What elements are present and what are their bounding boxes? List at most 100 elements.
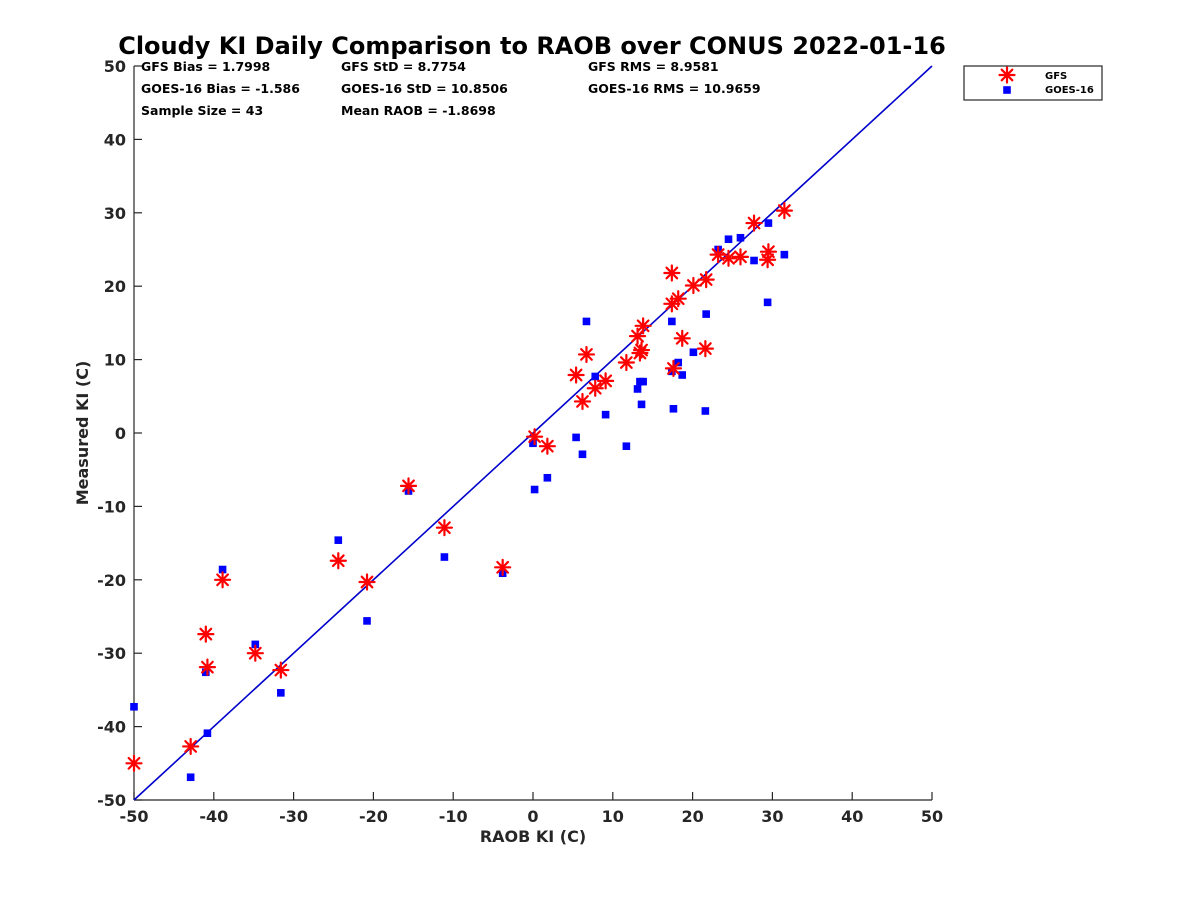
gfs-point [198, 658, 217, 676]
goes16-point [529, 439, 537, 448]
statistics-block: GFS Bias = 1.7998 GFS StD = 8.7754 GFS R… [141, 59, 761, 118]
goes16-point [591, 372, 600, 381]
y-tick-label: -20 [97, 571, 126, 590]
gfs-point [775, 201, 793, 220]
stat-gfs-bias: GFS Bias = 1.7998 [141, 59, 270, 74]
x-tick-label: -30 [279, 807, 308, 826]
x-tick-label: 40 [841, 807, 863, 826]
y-tick-label: 50 [104, 57, 126, 76]
gfs-point [617, 353, 635, 372]
gfs-point [329, 552, 347, 570]
goes16-point [363, 617, 371, 625]
gfs-point [435, 519, 454, 537]
legend-gfs-marker [998, 66, 1016, 84]
x-tick-label: -20 [359, 807, 388, 826]
stat-goes-std: GOES-16 StD = 10.8506 [341, 81, 508, 96]
gfs-point [684, 276, 702, 295]
gfs-point [634, 317, 652, 335]
legend: GFS GOES-16 [963, 65, 1103, 101]
gfs-point [494, 558, 512, 576]
gfs-point [719, 249, 738, 267]
legend-gfs-asterisk [998, 66, 1016, 84]
y-tick-label: -30 [97, 644, 126, 663]
gfs-point [197, 625, 215, 643]
stat-mean-raob: Mean RAOB = -1.8698 [341, 103, 496, 118]
gfs-point [182, 737, 200, 756]
legend-goes16-marker [1003, 86, 1011, 94]
goes16-point [543, 473, 552, 482]
stat-goes-bias: GOES-16 Bias = -1.586 [141, 81, 300, 96]
goes16-point [736, 233, 745, 242]
y-tick-label: 40 [104, 130, 126, 149]
y-tick-label: -10 [97, 497, 126, 516]
gfs-point [759, 243, 778, 261]
goes16-point [764, 219, 773, 227]
goes16-point [186, 773, 195, 782]
goes16-point [702, 310, 710, 318]
x-axis-ticks: -50 -40 -30 -20 -10 0 10 20 30 40 50 [120, 792, 943, 826]
goes16-point [701, 407, 710, 415]
goes16-point [668, 317, 676, 326]
gfs-point [125, 754, 143, 772]
gfs-point [669, 290, 687, 308]
x-axis-label: RAOB KI (C) [480, 827, 586, 846]
gfs-point [577, 345, 596, 364]
gfs-point [673, 329, 691, 347]
legend-gfs-label: GFS [1045, 71, 1067, 82]
y-tick-label: 30 [104, 204, 126, 223]
goes16-point [251, 640, 260, 649]
y-axis-ticks: 50 40 30 20 10 0 -10 -20 -30 -40 -50 [97, 57, 142, 810]
y-tick-label: 10 [104, 351, 126, 370]
x-tick-label: -40 [199, 807, 228, 826]
goes16-point [203, 729, 212, 738]
x-tick-label: -50 [120, 807, 149, 826]
gfs-point [567, 366, 585, 384]
gfs-point [525, 428, 544, 446]
legend-box [963, 65, 1103, 101]
goes16-point [578, 450, 587, 459]
stat-gfs-std: GFS StD = 8.7754 [341, 59, 466, 74]
gfs-point [696, 339, 714, 358]
goes16-point [669, 404, 678, 413]
gfs-point [697, 270, 715, 289]
goes16-point [572, 433, 580, 442]
goes16-point [218, 565, 227, 574]
gfs-point [358, 573, 376, 591]
goes16-point [622, 442, 631, 451]
gfs-point [272, 661, 290, 679]
gfs-point [213, 571, 232, 589]
goes16-point [334, 536, 343, 544]
goes16-point [130, 702, 138, 711]
goes16-point [582, 317, 591, 326]
legend-goes16-square [1003, 86, 1011, 94]
chart-title: Cloudy KI Daily Comparison to RAOB over … [118, 32, 946, 60]
x-tick-label: -10 [439, 807, 468, 826]
goes16-point [639, 377, 647, 386]
goes16-point [724, 235, 733, 244]
goes16-point [678, 371, 687, 379]
y-axis-label: Measured KI (C) [73, 361, 92, 506]
x-tick-label: 50 [921, 807, 943, 826]
goes16-point [633, 385, 642, 393]
x-tick-label: 0 [527, 807, 538, 826]
y-tick-label: -40 [97, 718, 126, 737]
gfs-point [664, 359, 683, 378]
gfs-point [573, 392, 592, 411]
goes16-point [277, 689, 285, 697]
goes16-point [601, 410, 610, 419]
x-tick-label: 20 [681, 807, 703, 826]
stat-goes-rms: GOES-16 RMS = 10.9659 [588, 81, 761, 96]
gfs-point [632, 341, 651, 359]
x-tick-label: 10 [602, 807, 624, 826]
x-tick-label: 30 [761, 807, 783, 826]
gfs-point [597, 372, 615, 390]
gfs-point [745, 214, 763, 232]
gfs-point [586, 379, 604, 397]
gfs-point [663, 264, 681, 282]
stat-sample-size: Sample Size = 43 [141, 103, 263, 118]
goes16-point [530, 485, 539, 494]
goes16-point [202, 668, 210, 677]
goes16-point [637, 400, 646, 409]
